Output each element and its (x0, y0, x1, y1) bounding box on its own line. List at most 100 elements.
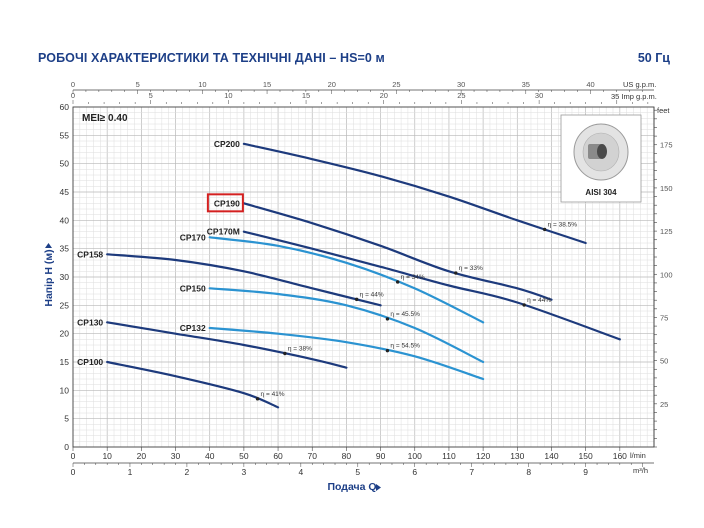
feet-tick-label: 150 (660, 184, 673, 193)
y-tick-label: 50 (60, 159, 70, 169)
x-unit-m3h: m³/h (633, 466, 648, 475)
highlight-box (206, 193, 244, 213)
x-unit-usgpm: US g.p.m. (623, 80, 656, 89)
eta-marker-cp130 (283, 351, 287, 356)
usgpm-tick-label: 20 (328, 80, 336, 89)
x-axis-arrow-icon (376, 484, 381, 491)
eta-marker-cp150 (385, 317, 390, 321)
m3h-tick-label: 1 (128, 467, 133, 477)
eta-marker-cp190 (454, 271, 458, 275)
x-tick-label: 60 (273, 451, 283, 461)
x-tick-label: 110 (442, 451, 456, 461)
chart-title: РОБОЧІ ХАРАКТЕРИСТИКИ ТА ТЕХНІЧНІ ДАНІ –… (38, 51, 385, 65)
impgpm-tick-label: 30 (535, 91, 543, 100)
m3h-tick-label: 7 (469, 467, 474, 477)
x-tick-label: 150 (579, 451, 593, 461)
feet-tick-label: 100 (660, 270, 673, 279)
product-inset: AISI 304 (560, 114, 642, 203)
series-layer (106, 142, 621, 409)
x-axis-label: Подача Q (327, 481, 376, 493)
y-tick-label: 55 (60, 130, 70, 140)
x-tick-label: 40 (205, 451, 215, 461)
feet-tick-label: 75 (660, 313, 668, 322)
usgpm-tick-label: 5 (136, 80, 140, 89)
usgpm-tick-label: 30 (457, 80, 465, 89)
x-tick-label: 140 (544, 451, 558, 461)
series-line-cp150 (208, 287, 485, 364)
impgpm-tick-label: 5 (149, 91, 153, 100)
usgpm-tick-label: 25 (392, 80, 400, 89)
series-label-cp158: CP158 (77, 249, 103, 259)
eta-marker-cp170 (395, 280, 400, 284)
series-line-cp100 (106, 360, 280, 409)
eta-label-cp100: η = 41% (261, 391, 285, 398)
x-tick-label: 20 (137, 451, 147, 461)
feet-tick-label: 25 (660, 400, 668, 409)
x-tick-label: 50 (239, 451, 249, 461)
series-label-cp100: CP100 (77, 357, 103, 367)
eta-label-cp150: η = 45.5% (390, 311, 420, 318)
mei-label: MEI≥ 0.40 (82, 113, 128, 124)
m3h-tick-label: 0 (71, 467, 76, 477)
x-tick-label: 90 (376, 451, 386, 461)
x-unit-impgpm: 35 Imp g.p.m. (611, 92, 657, 101)
grid (72, 106, 655, 448)
y-tick-label: 10 (60, 385, 70, 395)
x-tick-label: 70 (308, 451, 318, 461)
series-label-cp190: CP190 (214, 198, 240, 208)
eta-label-cp170m: η = 44% (527, 297, 551, 304)
m3h-tick-label: 6 (412, 467, 417, 477)
y-tick-label: 45 (60, 187, 70, 197)
feet-tick-label: 50 (660, 357, 668, 366)
series-line-cp170m (242, 230, 621, 341)
series-label-cp170: CP170 (180, 232, 206, 242)
feet-tick-label: 125 (660, 227, 673, 236)
m3h-tick-label: 8 (526, 467, 531, 477)
series-label-cp170m: CP170M (207, 227, 240, 237)
axes: 0510152025303540455055602550751001251501… (60, 80, 673, 477)
usgpm-tick-label: 35 (522, 80, 530, 89)
impgpm-tick-label: 0 (71, 91, 75, 100)
eta-label-cp132: η = 54.5% (390, 343, 420, 350)
x-tick-label: 10 (102, 451, 112, 461)
frequency-label: 50 Гц (637, 51, 670, 65)
eta-label-cp190: η = 33% (459, 265, 483, 272)
m3h-tick-label: 4 (298, 467, 303, 477)
series-line-cp130 (106, 321, 348, 369)
usgpm-tick-label: 0 (71, 80, 75, 89)
usgpm-tick-label: 40 (586, 80, 594, 89)
series-label-cp130: CP130 (77, 317, 103, 327)
series-line-cp158 (106, 253, 382, 307)
eta-marker-cp158 (354, 297, 359, 302)
m3h-tick-label: 2 (185, 467, 190, 477)
y-axis-label: Напір H (м) (43, 249, 55, 306)
series-line-cp170 (208, 236, 485, 324)
y-tick-label: 0 (64, 442, 69, 452)
y-tick-label: 40 (60, 215, 70, 225)
y-tick-label: 5 (64, 414, 69, 424)
eta-label-cp158: η = 44% (360, 291, 384, 298)
usgpm-tick-label: 15 (263, 80, 271, 89)
x-tick-label: 160 (613, 451, 627, 461)
series-label-cp132: CP132 (180, 323, 206, 333)
x-tick-label: 0 (71, 451, 76, 461)
series-line-cp132 (208, 326, 485, 381)
x-tick-label: 30 (171, 451, 181, 461)
y-tick-label: 35 (60, 244, 70, 254)
usgpm-tick-label: 10 (198, 80, 206, 89)
eta-marker-cp100 (255, 397, 260, 401)
series-label-cp200: CP200 (214, 139, 240, 149)
series-label-cp150: CP150 (180, 283, 206, 293)
series-line-cp200 (242, 142, 587, 245)
labels-layer: CP200 η = 38.5% CP190 η = 33% CP170 η = 34% CP… (77, 139, 577, 401)
feet-tick-label: 175 (660, 141, 673, 150)
eta-marker-cp132 (385, 348, 390, 353)
eta-label-cp200: η = 38.5% (548, 221, 578, 228)
m3h-tick-label: 3 (242, 467, 247, 477)
eta-marker-cp170m (522, 303, 526, 307)
y-tick-label: 25 (60, 300, 70, 310)
x-unit-lmin: l/min (630, 451, 646, 460)
series-line-cp190 (242, 202, 553, 301)
x-tick-label: 80 (342, 451, 352, 461)
